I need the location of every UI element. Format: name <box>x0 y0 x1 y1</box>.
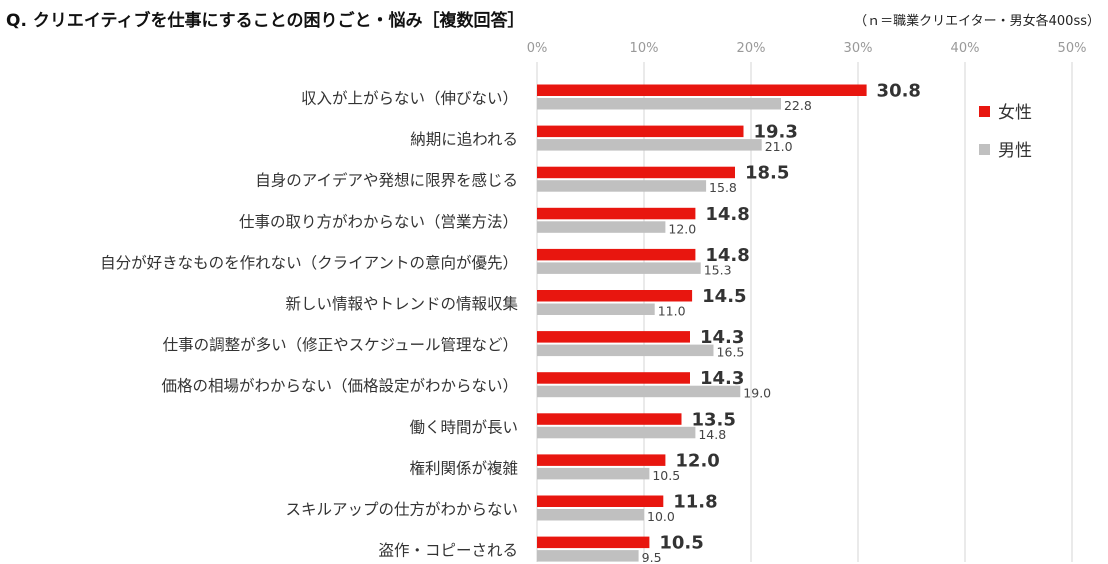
value-label-female: 13.5 <box>691 409 735 430</box>
value-label-male: 10.5 <box>652 468 680 483</box>
sample-size-note: （ｎ＝職業クリエイター・男女各400ss） <box>854 14 1100 29</box>
bar-male <box>537 221 666 233</box>
value-label-male: 22.8 <box>784 98 812 113</box>
category-label: 納期に追われる <box>410 131 518 149</box>
category-label: スキルアップの仕方がわからない <box>285 501 518 519</box>
bar-female <box>537 248 696 261</box>
value-label-female: 19.3 <box>754 122 798 143</box>
value-label-male: 11.0 <box>658 304 686 319</box>
category-label: 盗作・コピーされる <box>378 542 518 560</box>
axis-tick-labels: 0% 10% 20% 30% 40% 50% <box>527 41 1087 56</box>
value-label-male: 19.0 <box>743 386 771 401</box>
legend-label: 女性 <box>998 103 1032 123</box>
legend-label: 男性 <box>998 141 1032 161</box>
chart-title: Q. クリエイティブを仕事にすることの困りごと・悩み［複数回答］ <box>6 11 525 31</box>
x-tick-label: 10% <box>630 41 659 56</box>
bar-female <box>537 290 693 302</box>
value-label-female: 14.8 <box>705 245 749 266</box>
value-labels: 30.822.819.321.018.515.814.812.014.815.3… <box>642 81 921 564</box>
value-label-male: 16.5 <box>717 345 745 360</box>
bar-male <box>537 467 650 480</box>
category-label: 新しい情報やトレンドの情報収集 <box>285 295 518 313</box>
x-tick-label: 50% <box>1058 41 1087 56</box>
value-label-female: 18.5 <box>745 163 789 184</box>
category-label: 収入が上がらない（伸びない） <box>301 90 518 108</box>
value-label-female: 30.8 <box>877 81 921 102</box>
bar-female <box>537 331 690 343</box>
bar-male <box>537 344 714 357</box>
category-label: 仕事の取り方がわからない（営業方法） <box>239 213 518 231</box>
bar-female <box>537 413 682 425</box>
x-tick-label: 0% <box>527 41 548 56</box>
value-label-female: 11.8 <box>673 492 717 513</box>
value-label-male: 14.8 <box>698 427 726 442</box>
bar-female <box>537 372 690 384</box>
bar-female <box>537 536 650 549</box>
bar-female <box>537 207 696 220</box>
bar-male <box>537 385 741 398</box>
x-tick-label: 30% <box>844 41 873 56</box>
bar-male <box>537 426 696 439</box>
category-label: 自分が好きなものを作れない（クライアントの意向が優先） <box>100 253 518 272</box>
bar-female <box>537 454 666 466</box>
x-tick-label: 40% <box>951 41 980 56</box>
category-label: 権利関係が複雑 <box>409 459 518 477</box>
value-label-male: 10.0 <box>647 509 675 524</box>
legend-swatch <box>979 106 990 117</box>
bar-male <box>537 180 707 192</box>
value-label-female: 14.5 <box>702 286 746 307</box>
category-label: 自身のアイデアや発想に限界を感じる <box>255 171 518 190</box>
value-label-female: 12.0 <box>675 450 719 471</box>
bar-female <box>537 166 735 179</box>
x-tick-label: 20% <box>737 41 766 56</box>
legend-swatch <box>979 144 990 155</box>
bar-female <box>537 495 664 507</box>
value-label-female: 14.3 <box>700 327 744 348</box>
category-label: 価格の相場がわからない（価格設定がわからない） <box>161 377 518 395</box>
value-label-male: 15.3 <box>704 262 732 277</box>
bar-female <box>537 84 867 96</box>
value-label-female: 14.8 <box>705 204 749 225</box>
value-label-female: 10.5 <box>659 533 703 554</box>
bar-female <box>537 125 744 138</box>
bar-male <box>537 303 655 315</box>
bar-male <box>537 98 781 110</box>
value-label-male: 12.0 <box>668 221 696 236</box>
bar-male <box>537 262 701 274</box>
bars <box>537 84 867 562</box>
category-label: 仕事の調整が多い（修正やスケジュール管理など） <box>163 336 518 354</box>
value-label-male: 15.8 <box>709 180 737 195</box>
bar-male <box>537 509 644 521</box>
category-label: 働く時間が長い <box>409 418 518 436</box>
category-labels: 収入が上がらない（伸びない） 納期に追われる自身のアイデアや発想に限界を感じる仕事… <box>100 90 518 560</box>
value-label-male: 21.0 <box>765 139 793 154</box>
value-label-male: 9.5 <box>642 550 662 564</box>
value-label-female: 14.3 <box>700 368 744 389</box>
bar-male <box>537 550 639 562</box>
bar-male <box>537 139 762 151</box>
